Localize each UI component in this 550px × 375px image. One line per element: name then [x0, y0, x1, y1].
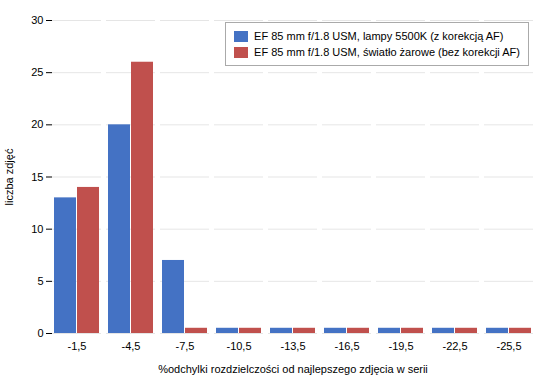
- svg-text:25: 25: [31, 66, 43, 78]
- svg-text:-1,5: -1,5: [68, 340, 87, 352]
- svg-text:0: 0: [37, 327, 43, 339]
- svg-text:10: 10: [31, 223, 43, 235]
- svg-text:5: 5: [37, 275, 43, 287]
- svg-text:-22,5: -22,5: [442, 340, 467, 352]
- svg-text:-13,5: -13,5: [280, 340, 305, 352]
- svg-text:30: 30: [31, 14, 43, 26]
- svg-text:-19,5: -19,5: [388, 340, 413, 352]
- svg-text:%odchylki rozdzielczości od na: %odchylki rozdzielczości od najlepszego …: [158, 363, 428, 375]
- svg-text:liczba zdjęć: liczba zdjęć: [3, 148, 15, 205]
- svg-text:15: 15: [31, 171, 43, 183]
- svg-text:-7,5: -7,5: [176, 340, 195, 352]
- svg-text:-25,5: -25,5: [496, 340, 521, 352]
- svg-text:-16,5: -16,5: [334, 340, 359, 352]
- svg-text:-4,5: -4,5: [122, 340, 141, 352]
- html-text:EF 85 mm f/1.8 USM, światło ża: EF 85 mm f/1.8 USM, światło żarowe (bez …: [254, 46, 520, 58]
- svg-text:-10,5: -10,5: [226, 340, 251, 352]
- html-text:EF 85 mm f/1.8 USM, lampy 5500: EF 85 mm f/1.8 USM, lampy 5500K (z korek…: [254, 30, 504, 42]
- svg-text:20: 20: [31, 118, 43, 130]
